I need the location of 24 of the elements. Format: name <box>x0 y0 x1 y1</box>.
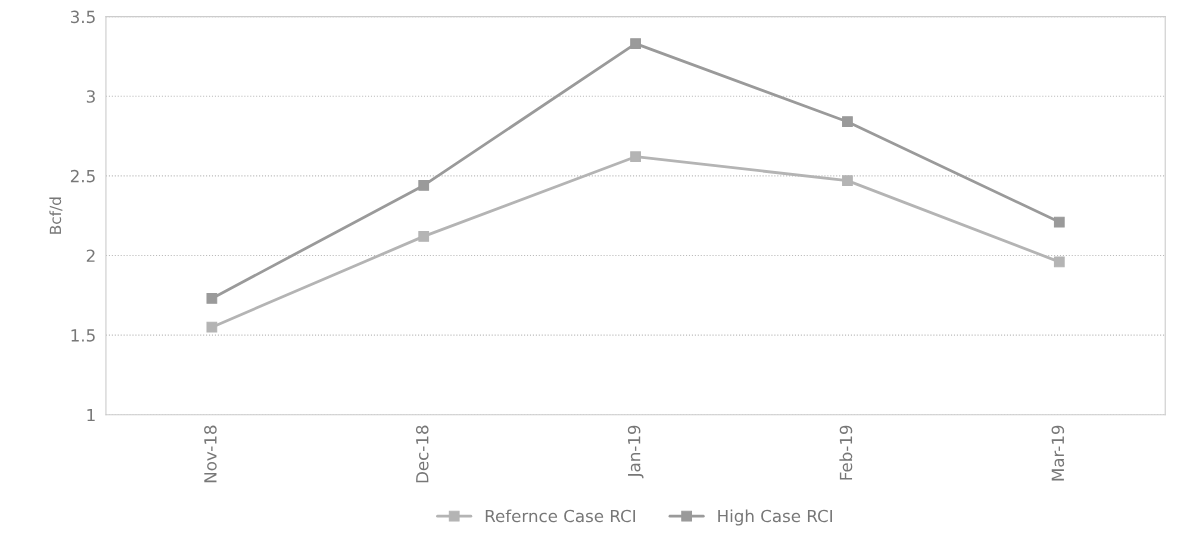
y-axis-title: Bcf/d <box>49 197 63 234</box>
point <box>1053 256 1065 268</box>
point <box>418 180 430 191</box>
y-tick-label: 3 <box>86 90 95 103</box>
point <box>630 151 641 163</box>
x-tick-label: Dec-18 <box>415 425 429 483</box>
y-tick-label: 1.5 <box>71 329 95 342</box>
y-tick-label: 2 <box>86 249 95 262</box>
y-tick-label: 3.5 <box>70 10 95 24</box>
point <box>842 116 853 128</box>
legend-label: High Case RCI <box>718 509 832 526</box>
y-tick-label: 1 <box>87 408 95 422</box>
x-tick-label: Nov-18 <box>204 425 217 483</box>
x-tick-label: Feb-19 <box>839 425 853 480</box>
point <box>418 230 430 242</box>
point <box>630 38 641 50</box>
point <box>1053 216 1065 228</box>
x-tick-label: Jan-19 <box>627 425 644 479</box>
y-tick-label: 2.5 <box>70 169 95 183</box>
x-tick-label: Mar-19 <box>1051 425 1065 481</box>
point <box>206 321 218 333</box>
legend-label: Refernce Case RCI <box>485 509 635 523</box>
point <box>206 293 218 304</box>
point <box>842 175 853 187</box>
